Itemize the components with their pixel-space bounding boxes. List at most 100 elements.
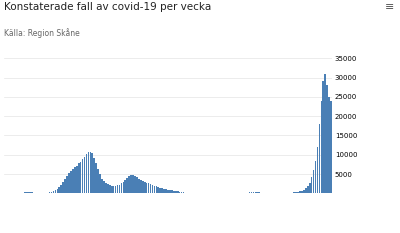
Bar <box>146 183 148 193</box>
Bar <box>154 186 155 193</box>
Bar <box>171 190 173 193</box>
Bar <box>313 170 314 193</box>
Bar <box>156 186 157 193</box>
Bar <box>111 186 112 193</box>
Bar <box>324 74 326 193</box>
Bar <box>256 192 258 193</box>
Bar <box>330 101 332 193</box>
Bar <box>51 192 52 193</box>
Bar <box>117 185 118 193</box>
Bar <box>309 183 310 193</box>
Bar <box>161 188 163 193</box>
Bar <box>305 188 307 193</box>
Bar <box>165 189 167 193</box>
Bar <box>55 190 56 193</box>
Bar <box>326 85 328 193</box>
Bar <box>254 192 256 193</box>
Bar <box>160 188 161 193</box>
Bar <box>88 152 89 193</box>
Bar <box>328 97 330 193</box>
Bar <box>86 154 87 193</box>
Bar <box>301 191 303 193</box>
Bar <box>179 192 180 193</box>
Bar <box>181 192 182 193</box>
Text: Källa: Region Skåne: Källa: Region Skåne <box>4 28 80 38</box>
Bar <box>115 186 116 193</box>
Text: Konstaterade fall av covid-19 per vecka: Konstaterade fall av covid-19 per vecka <box>4 2 211 12</box>
Bar <box>107 184 109 193</box>
Bar <box>126 178 128 193</box>
Bar <box>101 179 103 193</box>
Bar <box>183 192 184 193</box>
Text: ≡: ≡ <box>385 2 394 12</box>
Bar <box>303 190 305 193</box>
Bar <box>62 182 64 193</box>
Bar <box>175 191 176 193</box>
Bar <box>28 192 29 193</box>
Bar <box>103 181 105 193</box>
Bar <box>150 184 151 193</box>
Bar <box>132 175 134 193</box>
Bar <box>163 189 165 193</box>
Bar <box>128 176 130 193</box>
Bar <box>295 192 297 193</box>
Bar <box>249 192 250 193</box>
Bar <box>173 191 175 193</box>
Bar <box>109 185 110 193</box>
Bar <box>120 183 122 193</box>
Bar <box>252 192 254 193</box>
Bar <box>84 157 85 193</box>
Bar <box>82 159 84 193</box>
Bar <box>58 187 60 193</box>
Bar <box>78 163 80 193</box>
Bar <box>297 192 299 193</box>
Bar <box>140 180 142 193</box>
Bar <box>76 166 78 193</box>
Bar <box>124 180 126 193</box>
Bar <box>148 183 150 193</box>
Bar <box>94 158 95 193</box>
Bar <box>113 186 114 193</box>
Bar <box>99 174 101 193</box>
Bar <box>167 189 169 193</box>
Bar <box>68 173 70 193</box>
Bar <box>66 176 68 193</box>
Bar <box>307 186 308 193</box>
Bar <box>177 192 178 193</box>
Bar <box>97 169 99 193</box>
Bar <box>152 185 153 193</box>
Bar <box>31 192 33 193</box>
Bar <box>92 153 93 193</box>
Bar <box>318 124 320 193</box>
Bar <box>258 192 260 193</box>
Bar <box>320 101 322 193</box>
Bar <box>260 192 262 193</box>
Bar <box>136 177 138 193</box>
Bar <box>74 167 76 193</box>
Bar <box>144 182 146 193</box>
Bar <box>315 161 316 193</box>
Bar <box>70 171 72 193</box>
Bar <box>122 182 124 193</box>
Bar <box>95 163 97 193</box>
Bar <box>293 192 295 193</box>
Bar <box>134 176 136 193</box>
Bar <box>24 192 25 193</box>
Bar <box>49 192 50 193</box>
Bar <box>311 177 312 193</box>
Bar <box>26 192 27 193</box>
Bar <box>138 179 140 193</box>
Bar <box>299 191 301 193</box>
Bar <box>158 187 159 193</box>
Bar <box>142 181 144 193</box>
Bar <box>169 190 171 193</box>
Bar <box>56 189 58 193</box>
Bar <box>105 183 107 193</box>
Bar <box>80 162 82 193</box>
Bar <box>60 185 62 193</box>
Bar <box>29 192 31 193</box>
Bar <box>119 185 120 193</box>
Bar <box>322 81 324 193</box>
Bar <box>130 175 132 193</box>
Bar <box>72 169 74 193</box>
